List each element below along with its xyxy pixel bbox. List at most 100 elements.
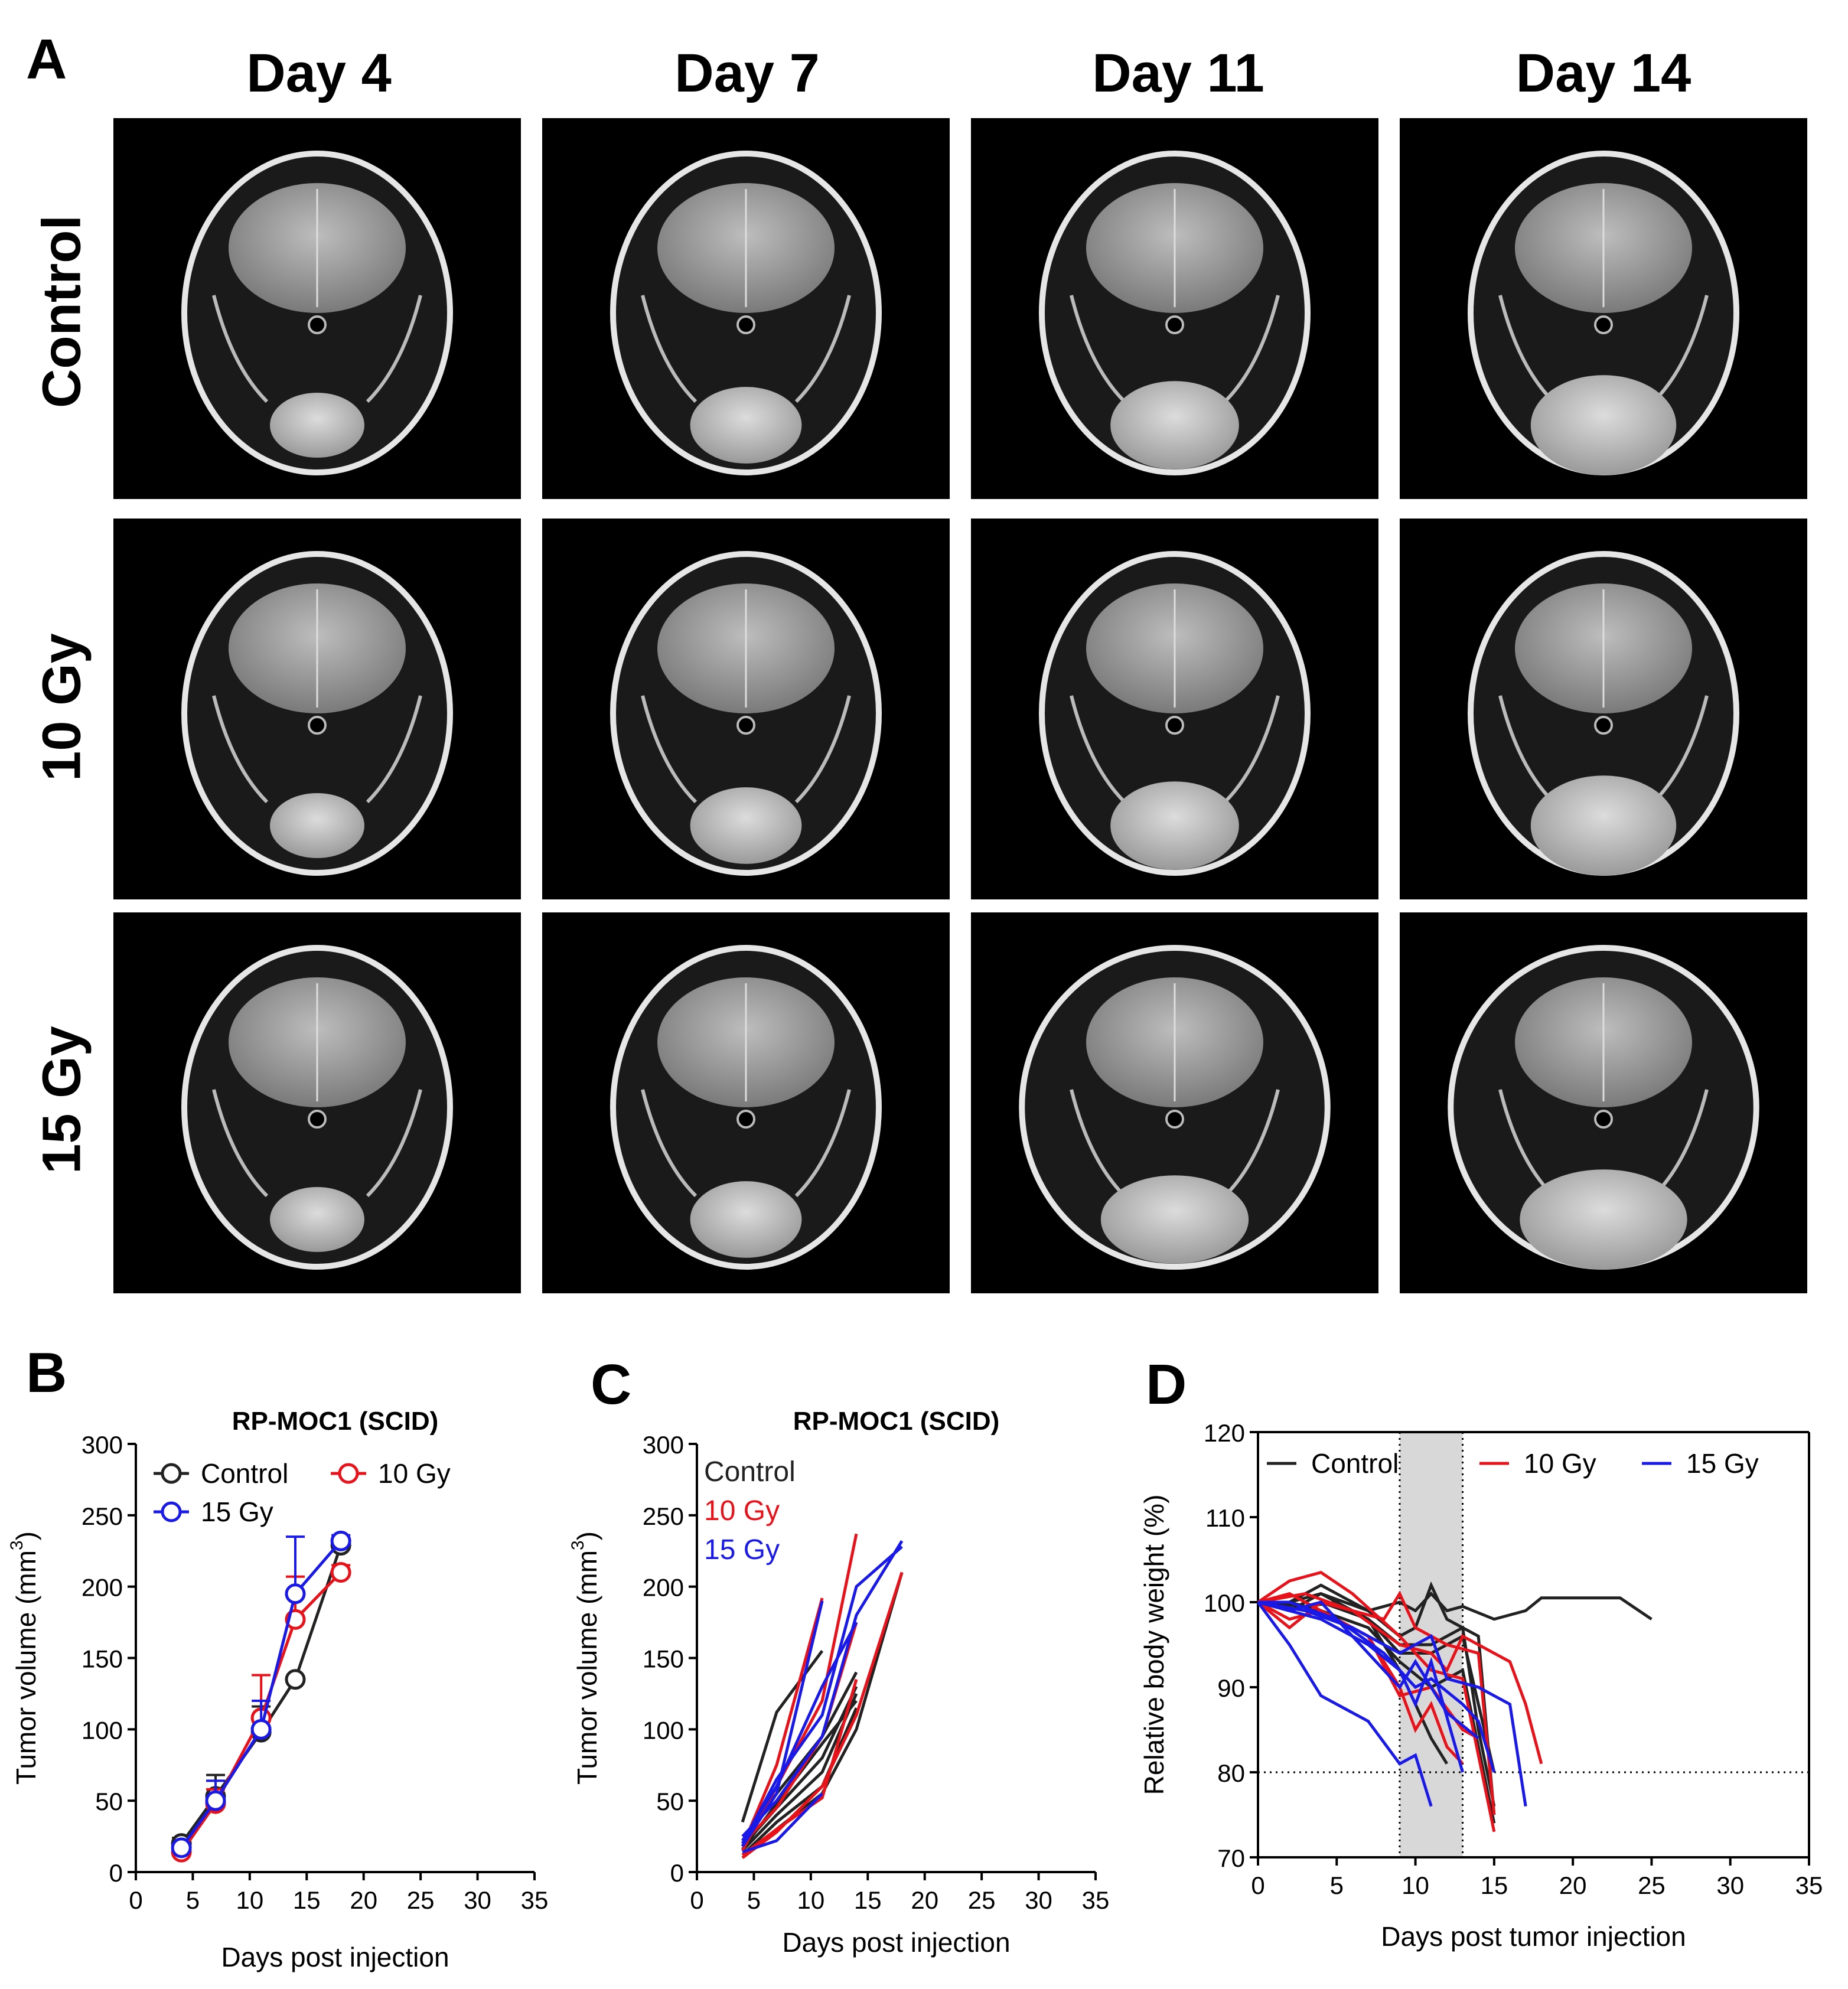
legend-label: 10 Gy <box>704 1495 780 1527</box>
individual-line <box>741 1679 858 1856</box>
individual-line <box>741 1621 858 1842</box>
mri-image-1-0 <box>113 519 521 899</box>
y-axis-label: Relative body weight (%) <box>1139 1495 1169 1795</box>
individual-line <box>741 1693 858 1852</box>
individual-line <box>741 1545 903 1844</box>
y-tick-label: 110 <box>1205 1504 1245 1532</box>
y-axis-label: Tumor volume (mm3) <box>568 1531 602 1785</box>
y-tick-label: 90 <box>1217 1674 1245 1702</box>
y-tick-label: 300 <box>82 1431 123 1459</box>
mri-scan-picture <box>610 151 882 475</box>
mri-image-2-1 <box>542 912 950 1293</box>
individual-line <box>741 1707 858 1856</box>
legend-label: 10 Gy <box>1524 1448 1596 1479</box>
y-tick-label: 50 <box>95 1788 123 1815</box>
legend-label: 15 Gy <box>201 1496 273 1527</box>
x-tick-label: 25 <box>968 1886 996 1914</box>
y-tick-label: 150 <box>643 1645 684 1673</box>
y-tick-label: 100 <box>1204 1589 1245 1617</box>
series-15-gy <box>171 1530 351 1858</box>
y-tick-label: 250 <box>82 1502 123 1530</box>
individual-line <box>742 1792 823 1854</box>
data-point <box>250 1719 272 1740</box>
axes: 0 50 100 150 200 250 300 0 5 10 15 20 25 30 35 Days pos… <box>7 1407 548 1972</box>
mri-image-1-2 <box>971 519 1378 899</box>
y-tick-label: 150 <box>82 1645 123 1673</box>
x-axis-label: Days post injection <box>782 1927 1010 1958</box>
mri-scan-picture <box>610 945 882 1270</box>
mri-scan-picture <box>1019 945 1331 1270</box>
x-tick-label: 15 <box>1480 1871 1508 1899</box>
chart-d-svg: 70 80 90 100 110 120 0 5 10 15 20 25 30 35 Days post t… <box>1139 1419 1823 1952</box>
mri-image-0-2 <box>971 118 1378 499</box>
individual-line <box>741 1571 904 1859</box>
chart-c-svg: 0 50 100 150 200 250 300 0 5 10 15 20 25 30 35 Days pos… <box>568 1407 1109 1958</box>
axes: 70 80 90 100 110 120 0 5 10 15 20 25 30 35 Days post t… <box>1139 1419 1823 1952</box>
x-tick-label: 5 <box>1330 1871 1344 1899</box>
x-tick-label: 25 <box>1638 1871 1666 1899</box>
panel-letter-d: D <box>1146 1353 1187 1416</box>
data-point <box>330 1530 351 1551</box>
y-tick-label: 200 <box>643 1574 684 1602</box>
y-tick-label: 80 <box>1217 1759 1245 1787</box>
y-tick-label: 100 <box>82 1716 123 1744</box>
mri-image-1-1 <box>542 519 950 899</box>
mri-scan-picture <box>1039 151 1311 475</box>
x-tick-label: 10 <box>797 1886 824 1914</box>
chart-b-svg: 0 50 100 150 200 250 300 0 5 10 15 20 25 30 35 Days pos… <box>7 1407 548 1972</box>
chart-title: RP-MOC1 (SCID) <box>232 1407 439 1436</box>
data-point <box>285 1583 306 1605</box>
legend-label: 10 Gy <box>378 1458 451 1489</box>
mri-image-2-3 <box>1400 912 1807 1293</box>
y-tick-label: 100 <box>643 1716 684 1744</box>
individual-line <box>1257 1570 1496 1833</box>
mri-image-2-0 <box>113 912 521 1293</box>
axes: 0 50 100 150 200 250 300 0 5 10 15 20 25 30 35 Days pos… <box>568 1407 1109 1958</box>
legend-label: 15 Gy <box>1686 1448 1759 1479</box>
individual-line <box>1256 1601 1433 1807</box>
x-tick-label: 0 <box>1251 1871 1264 1899</box>
x-tick-label: 35 <box>521 1886 549 1914</box>
legend-marker <box>161 1501 182 1522</box>
chart-d: 70 80 90 100 110 120 0 5 10 15 20 25 30 35 Days post t… <box>1122 1394 1848 1986</box>
x-tick-label: 0 <box>129 1886 142 1914</box>
individual-line <box>1257 1591 1653 1621</box>
mri-scan-picture <box>181 551 453 876</box>
legend-marker <box>338 1463 359 1484</box>
individual-line <box>1257 1592 1543 1765</box>
y-tick-label: 0 <box>670 1859 684 1887</box>
x-tick-label: 30 <box>1025 1886 1052 1914</box>
panel-letter-c: C <box>591 1353 632 1416</box>
x-tick-label: 35 <box>1795 1871 1823 1899</box>
column-title-day-11: Day 11 <box>1092 43 1264 103</box>
mri-scan-picture <box>1468 151 1739 475</box>
panel-letter-b: B <box>26 1341 67 1404</box>
data-point <box>205 1790 226 1811</box>
mri-image-0-3 <box>1400 118 1807 499</box>
x-tick-label: 30 <box>464 1886 491 1914</box>
data-point <box>171 1837 192 1858</box>
series-15-gy <box>1256 1600 1527 1807</box>
column-title-day-4: Day 4 <box>246 43 392 103</box>
individual-line <box>1257 1600 1527 1807</box>
mri-scan-picture <box>1448 945 1759 1270</box>
x-axis-label: Days post injection <box>221 1942 449 1972</box>
panel-letter-a: A <box>26 28 67 91</box>
data-point <box>330 1562 351 1583</box>
chart-b: 0 50 100 150 200 250 300 0 5 10 15 20 25 30 35 Days pos… <box>0 1394 567 1986</box>
row-title-10-gy: 10 Gy <box>31 633 92 781</box>
x-tick-label: 20 <box>1559 1871 1587 1899</box>
row-title-control: Control <box>31 214 92 409</box>
y-tick-label: 200 <box>82 1574 123 1602</box>
mri-image-2-2 <box>971 912 1378 1293</box>
individual-line <box>1257 1600 1464 1773</box>
y-tick-label: 70 <box>1217 1844 1245 1872</box>
legend-label: Control <box>704 1456 796 1488</box>
x-tick-label: 35 <box>1082 1886 1110 1914</box>
y-tick-label: 120 <box>1204 1419 1245 1447</box>
x-tick-label: 15 <box>293 1886 321 1914</box>
legend-label: Control <box>1311 1448 1399 1479</box>
x-tick-label: 10 <box>1402 1871 1429 1899</box>
mri-image-0-0 <box>113 118 521 499</box>
y-tick-label: 300 <box>643 1431 684 1459</box>
